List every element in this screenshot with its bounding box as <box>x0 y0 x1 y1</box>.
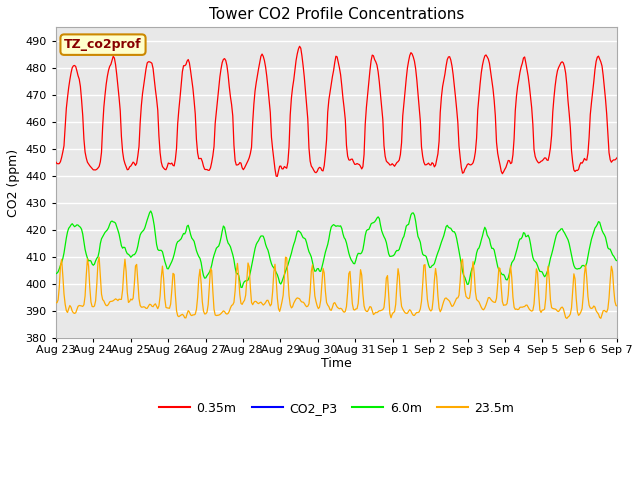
X-axis label: Time: Time <box>321 358 352 371</box>
Text: TZ_co2prof: TZ_co2prof <box>64 38 142 51</box>
Legend: 0.35m, CO2_P3, 6.0m, 23.5m: 0.35m, CO2_P3, 6.0m, 23.5m <box>154 397 519 420</box>
Title: Tower CO2 Profile Concentrations: Tower CO2 Profile Concentrations <box>209 7 464 22</box>
Y-axis label: CO2 (ppm): CO2 (ppm) <box>7 148 20 216</box>
